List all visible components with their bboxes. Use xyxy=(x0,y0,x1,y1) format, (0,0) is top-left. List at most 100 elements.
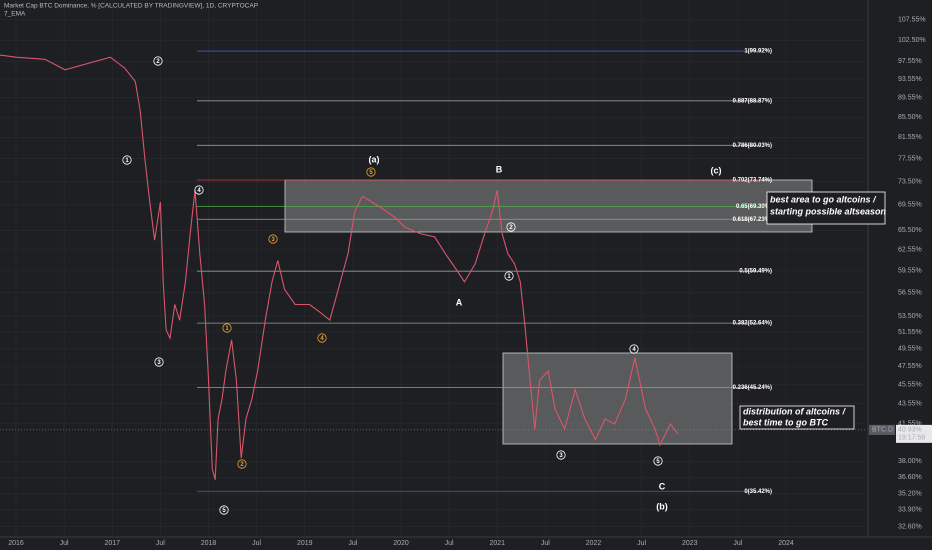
y-tick-label: 43.55% xyxy=(898,400,922,407)
y-tick-label: 47.55% xyxy=(898,363,922,370)
wave-letter: A xyxy=(456,297,463,307)
wave-circle xyxy=(317,333,327,343)
fib-levels: 1(99.92%) 0.887(88.87%) 0.786(80.03%) 0.702… xyxy=(197,49,772,495)
note: best area to go altcoins / xyxy=(770,194,877,204)
y-tick-label: 32.60% xyxy=(898,523,922,530)
y-axis-panel xyxy=(868,0,932,550)
wave-label: 4 xyxy=(197,188,201,194)
y-tick-label: 41.55% xyxy=(898,420,922,427)
wave-circle xyxy=(237,459,247,469)
note: starting possible altseason xyxy=(770,206,887,216)
x-tick-label: 2020 xyxy=(393,540,409,547)
fib-label: 0.382(52.64%) xyxy=(733,321,772,327)
y-tick-label: 73.50% xyxy=(898,178,922,185)
fib-label: 0.236(45.24%) xyxy=(733,385,772,391)
wave-circle xyxy=(556,450,566,460)
wave-letter: (b) xyxy=(656,501,668,511)
y-tick-label: 102.50% xyxy=(898,37,926,44)
y-tick-label: 97.55% xyxy=(898,58,922,65)
wave-letter: (c) xyxy=(711,165,722,175)
y-tick-label: 59.55% xyxy=(898,268,922,275)
x-tick-label: 2019 xyxy=(297,540,313,547)
wave-label: 4 xyxy=(320,336,324,342)
price-line xyxy=(0,54,679,480)
wave-letter: B xyxy=(496,164,503,174)
fib-label: 0.887(88.87%) xyxy=(733,98,772,104)
x-tick-label: 2023 xyxy=(682,540,698,547)
x-tick-label: 2021 xyxy=(489,540,505,547)
note: best time to go BTC xyxy=(743,417,828,427)
x-tick-label: Jul xyxy=(733,540,742,547)
wave-label: 5 xyxy=(369,170,373,176)
y-tick-label: 65.50% xyxy=(898,227,922,234)
x-tick-label: Jul xyxy=(348,540,357,547)
x-tick-label: 2018 xyxy=(201,540,217,547)
wave-label: 3 xyxy=(157,360,161,366)
wave-label: 3 xyxy=(271,237,275,243)
y-tick-label: 36.60% xyxy=(898,474,922,481)
x-tick-label: 2017 xyxy=(104,540,120,547)
wave-label: 5 xyxy=(656,459,660,465)
x-tick-label: Jul xyxy=(252,540,261,547)
indicator-label: 7_EMA xyxy=(4,11,26,18)
fib-label: 0.786(80.03%) xyxy=(733,143,772,149)
fib-label: 0.5(59.49%) xyxy=(739,269,772,275)
x-tick-label: 2016 xyxy=(8,540,24,547)
wave-label: 2 xyxy=(240,462,244,468)
chart-title: Market Cap BTC Dominance, % [CALCULATED … xyxy=(4,3,258,10)
price-label: 40.93% xyxy=(898,427,922,434)
wave-letter: (a) xyxy=(369,154,380,164)
note-box xyxy=(766,191,886,225)
wave-circle xyxy=(194,185,204,195)
y-tick-label: 53.50% xyxy=(898,313,922,320)
y-tick-label: 35.20% xyxy=(898,491,922,498)
wave-label: 1 xyxy=(225,326,229,332)
fib-label: 0(35.42%) xyxy=(744,489,772,495)
y-tick-label: 62.55% xyxy=(898,247,922,254)
x-tick-label: 2022 xyxy=(586,540,602,547)
wave-label: 3 xyxy=(559,453,563,459)
wave-letter: C xyxy=(659,481,666,491)
fib-label: 1(99.92%) xyxy=(744,49,772,55)
wave-circle xyxy=(506,222,516,232)
wave-label: 2 xyxy=(156,59,160,65)
price-tag xyxy=(896,424,932,443)
wave-circle xyxy=(219,505,229,515)
symbol-label: BTC.D xyxy=(872,427,893,434)
symbol-tag xyxy=(869,424,895,435)
wave-circle xyxy=(629,344,639,354)
grid xyxy=(0,0,868,537)
y-tick-label: 93.55% xyxy=(898,76,922,83)
y-tick-label: 69.55% xyxy=(898,202,922,209)
zone-box xyxy=(502,352,733,445)
wave-label: 2 xyxy=(509,225,513,231)
fib-label: 0.65(69.30%) xyxy=(736,204,772,210)
y-tick-label: 45.55% xyxy=(898,381,922,388)
y-tick-label: 107.55% xyxy=(898,17,926,24)
y-tick-label: 85.50% xyxy=(898,114,922,121)
wave-circle xyxy=(154,357,164,367)
countdown: 19:17:56 xyxy=(898,435,925,442)
wave-label: 1 xyxy=(125,158,129,164)
x-tick-label: Jul xyxy=(156,540,165,547)
wave-circle xyxy=(122,155,132,165)
wave-circle xyxy=(222,323,232,333)
wave-circle xyxy=(653,456,663,466)
wave-label: 5 xyxy=(222,508,226,514)
y-tick-label: 56.55% xyxy=(898,290,922,297)
wave-label: 4 xyxy=(632,347,636,353)
y-tick-label: 81.55% xyxy=(898,134,922,141)
note: distribution of altcoins / xyxy=(743,406,846,416)
axes: 107.55% 102.50% 97.55% 93.55% 89.55% 85.50% 81… xyxy=(8,17,925,547)
y-tick-label: 51.55% xyxy=(898,329,922,336)
note-box xyxy=(739,405,855,430)
plot xyxy=(0,54,868,480)
wave-label: 1 xyxy=(507,274,511,280)
x-tick-label: Jul xyxy=(445,540,454,547)
wave-circle xyxy=(366,167,376,177)
x-tick-label: Jul xyxy=(637,540,646,547)
x-tick-label: Jul xyxy=(541,540,550,547)
fib-label: 0.702(73.74%) xyxy=(733,178,772,184)
